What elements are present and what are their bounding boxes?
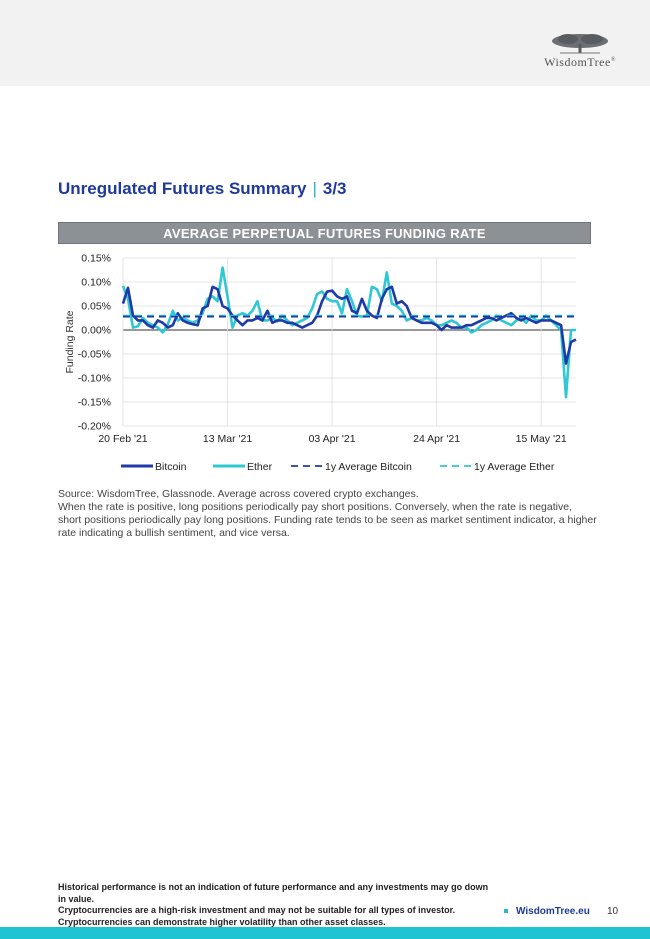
y-axis-label: Funding Rate <box>64 310 76 373</box>
page-title: Unregulated Futures Summary | 3/3 <box>58 179 347 199</box>
y-tick-label: -0.05% <box>78 349 111 361</box>
bottom-accent-bar <box>0 927 650 939</box>
x-tick-label: 13 Mar '21 <box>203 433 252 445</box>
x-tick-label: 20 Feb '21 <box>98 433 147 445</box>
source-note: Source: WisdomTree, Glassnode. Average a… <box>58 488 598 540</box>
logo-text: WisdomTree <box>544 55 611 69</box>
disclaimer-line-3: Cryptocurrencies can demonstrate higher … <box>58 916 386 927</box>
y-tick-label: 0.15% <box>81 253 111 265</box>
y-tick-label: -0.10% <box>78 373 111 385</box>
disclaimer: Historical performance is not an indicat… <box>58 882 498 928</box>
header-band <box>0 0 650 86</box>
bullet-icon <box>504 909 508 914</box>
legend-label: 1y Average Ether <box>474 461 555 473</box>
y-tick-label: -0.15% <box>78 397 111 409</box>
disclaimer-line-2: Cryptocurrencies are a high-risk investm… <box>58 905 456 915</box>
y-tick-label: 0.10% <box>81 277 111 289</box>
page-title-main: Unregulated Futures Summary <box>58 179 307 198</box>
chart-title: AVERAGE PERPETUAL FUTURES FUNDING RATE <box>58 222 591 244</box>
title-separator: | <box>312 179 317 198</box>
legend-label: Bitcoin <box>155 461 187 473</box>
explanation-text: When the rate is positive, long position… <box>58 501 597 539</box>
x-tick-label: 15 May '21 <box>516 433 567 445</box>
disclaimer-line-1: Historical performance is not an indicat… <box>58 882 489 904</box>
y-tick-label: 0.00% <box>81 325 111 337</box>
legend-label: 1y Average Bitcoin <box>325 461 412 473</box>
page-number: 10 <box>607 906 619 917</box>
y-tick-label: -0.20% <box>78 421 111 433</box>
tree-icon <box>552 34 608 54</box>
footer-link-text: WisdomTree.eu <box>516 906 590 917</box>
series-line-bitcoin <box>121 285 577 365</box>
wisdomtree-logo: WisdomTree® <box>530 32 630 76</box>
footer-website-link[interactable]: WisdomTree.eu <box>504 906 590 917</box>
legend-label: Ether <box>247 461 273 473</box>
y-tick-label: 0.05% <box>81 301 111 313</box>
source-line: Source: WisdomTree, Glassnode. Average a… <box>58 488 419 500</box>
page-title-part: 3/3 <box>322 179 347 198</box>
logo-trademark: ® <box>610 57 616 63</box>
x-tick-label: 24 Apr '21 <box>413 433 460 445</box>
funding-rate-chart: 0.15% 0.10% 0.05% 0.00% -0.05% -0.10% -0.15% -0… <box>64 253 577 473</box>
x-tick-label: 03 Apr '21 <box>309 433 356 445</box>
